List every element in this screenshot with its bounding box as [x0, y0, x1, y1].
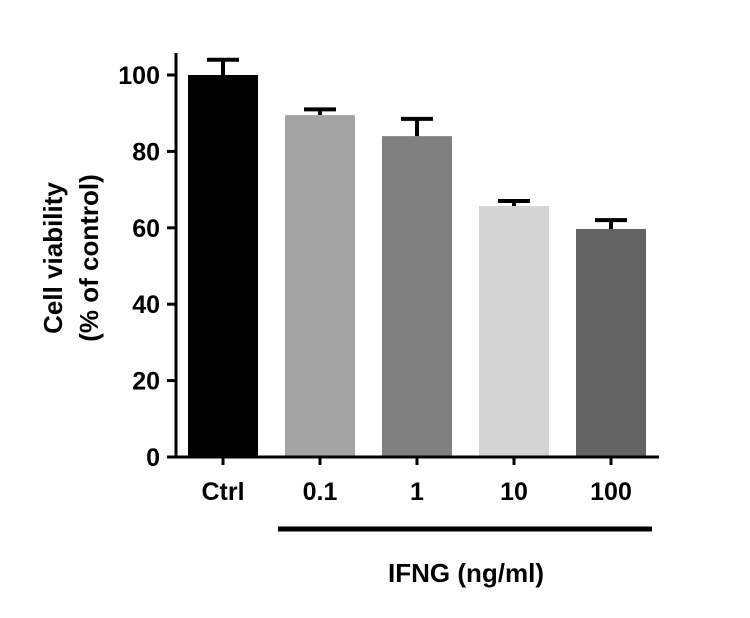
- y-axis-label-line1: Cell viability: [38, 182, 68, 334]
- y-tick-label-20: 20: [132, 368, 160, 396]
- x-tick-label-Ctrl: Ctrl: [201, 478, 244, 506]
- x-ticks-group: Ctrl 0.1 1 10 100: [201, 457, 632, 506]
- x-tick-label-0.1: 0.1: [303, 478, 338, 506]
- x-axis-label: IFNG (ng/ml): [388, 558, 544, 588]
- bar-0.1: [285, 115, 355, 458]
- bar-100: [576, 228, 646, 457]
- bar-1: [382, 136, 452, 457]
- x-tick-label-100: 100: [590, 478, 632, 506]
- y-tick-label-60: 60: [132, 215, 160, 243]
- x-tick-label-10: 10: [500, 478, 528, 506]
- y-tick-label-40: 40: [132, 291, 160, 319]
- y-ticks-group: 0 20 40 60 80 100: [118, 62, 176, 472]
- bars-group: [188, 75, 646, 458]
- y-axis-label-line2: (% of control): [74, 174, 104, 342]
- error-bars-group: [207, 57, 627, 229]
- y-tick-label-100: 100: [118, 62, 160, 90]
- x-tick-label-1: 1: [410, 478, 424, 506]
- bar-Ctrl: [188, 75, 258, 457]
- bar-10: [479, 206, 549, 457]
- y-tick-label-0: 0: [146, 444, 160, 472]
- y-tick-label-80: 80: [132, 138, 160, 166]
